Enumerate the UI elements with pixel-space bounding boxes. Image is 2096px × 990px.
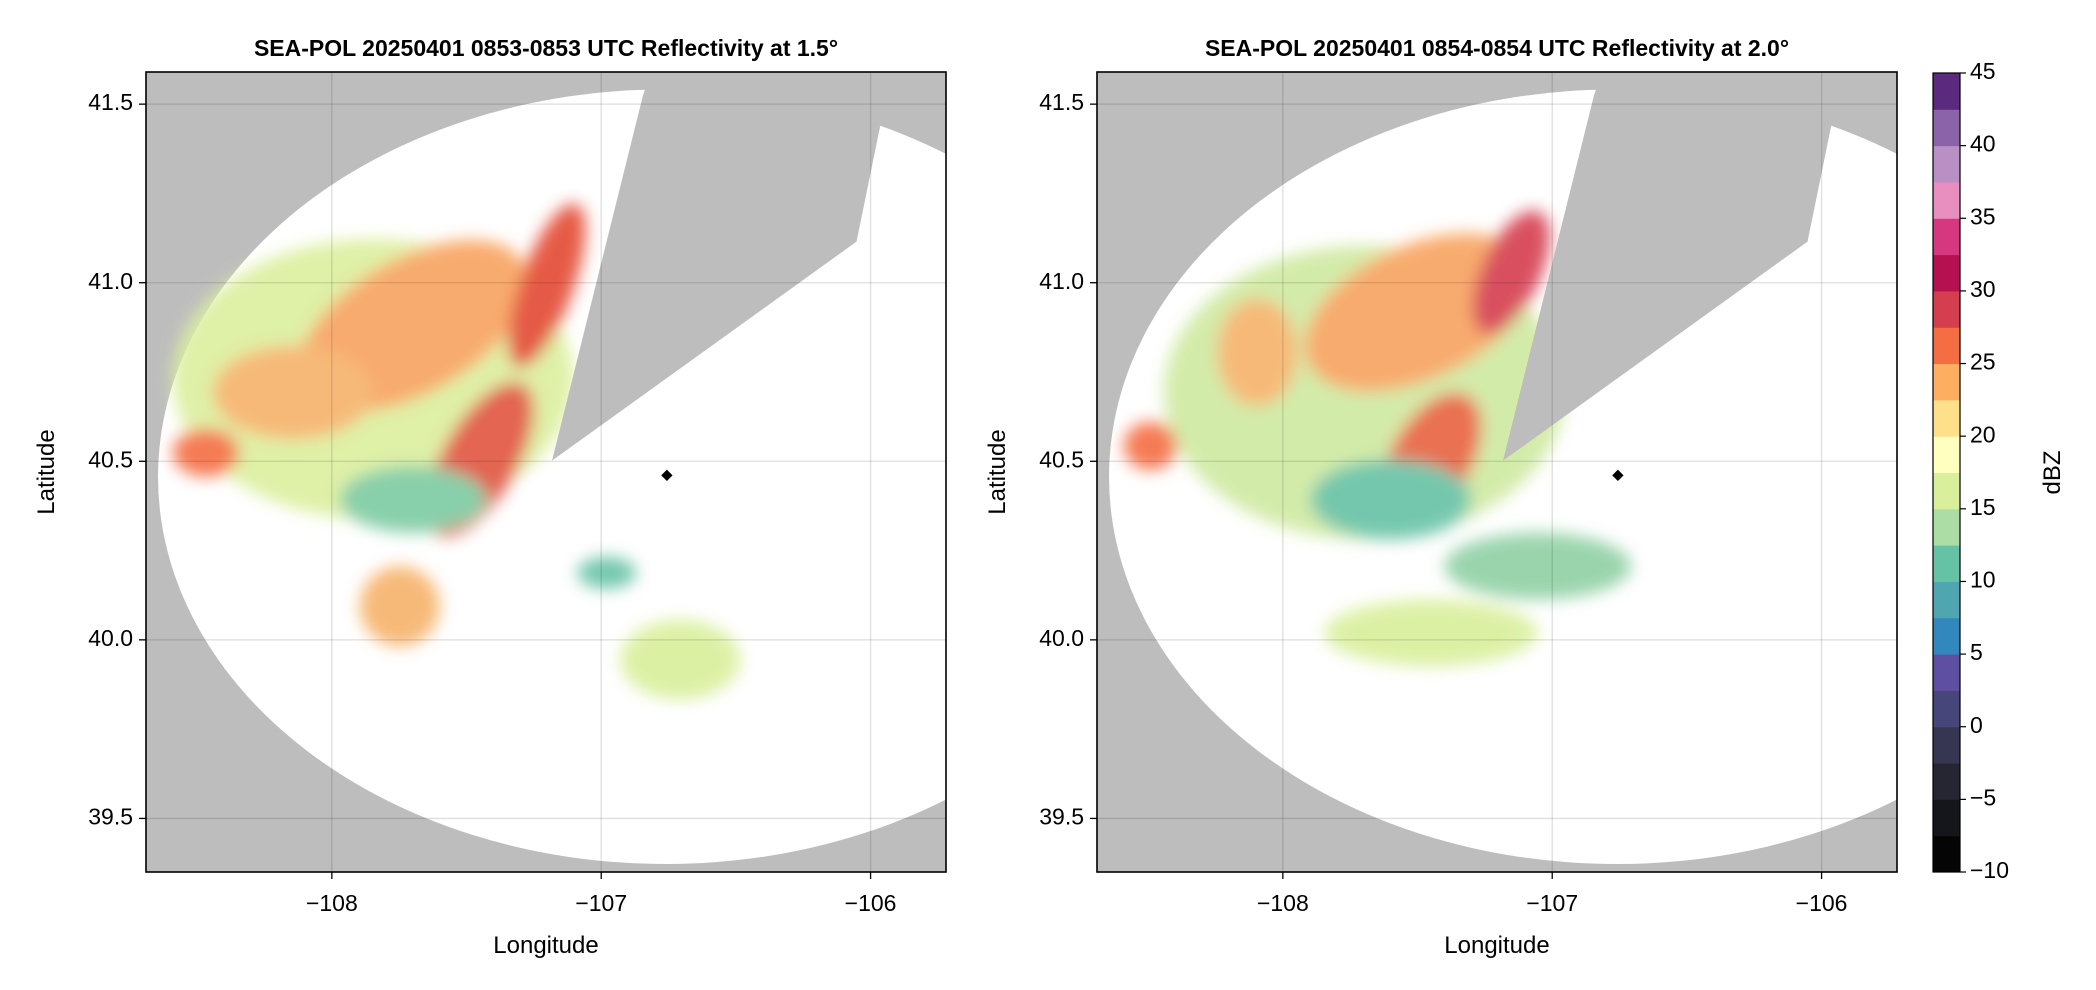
x-tick-label: −107 bbox=[1526, 890, 1578, 916]
colorbar-tick-label: −5 bbox=[1970, 784, 1996, 810]
colorbar-band bbox=[1933, 654, 1960, 691]
y-tick-label: 39.5 bbox=[1039, 804, 1084, 830]
colorbar-tick-label: −10 bbox=[1970, 857, 2009, 883]
colorbar-band bbox=[1933, 218, 1960, 256]
x-tick-label: −107 bbox=[575, 890, 627, 916]
colorbar-band bbox=[1933, 799, 1960, 837]
colorbar-tick-label: 40 bbox=[1970, 131, 1996, 157]
chart-title: SEA-POL 20250401 0853-0853 UTC Reflectiv… bbox=[254, 35, 838, 61]
colorbar-band bbox=[1933, 472, 1960, 510]
colorbar-band bbox=[1933, 763, 1960, 800]
colorbar-band bbox=[1933, 617, 1960, 655]
radar-field bbox=[146, 72, 947, 873]
plot-frame bbox=[145, 71, 947, 873]
colorbar-band bbox=[1933, 145, 1960, 183]
colorbar-tick-label: 45 bbox=[1970, 58, 1996, 84]
colorbar-band bbox=[1933, 290, 1960, 328]
colorbar-band bbox=[1933, 726, 1960, 764]
colorbar-band bbox=[1933, 399, 1960, 437]
y-tick-label: 40.5 bbox=[88, 446, 133, 472]
colorbar-band bbox=[1933, 545, 1960, 582]
y-tick-label: 40.0 bbox=[1039, 625, 1084, 651]
colorbar-band bbox=[1933, 581, 1960, 619]
colorbar-band bbox=[1933, 436, 1960, 473]
colorbar-band bbox=[1933, 690, 1960, 728]
colorbar-tick-label: 35 bbox=[1970, 203, 1996, 229]
colorbar-band bbox=[1933, 109, 1960, 147]
x-axis-label: Longitude bbox=[493, 932, 598, 959]
x-tick-label: −106 bbox=[1796, 890, 1848, 916]
x-tick-label: −106 bbox=[845, 890, 897, 916]
colorbar-tick-label: 0 bbox=[1970, 712, 1983, 738]
y-tick-label: 41.5 bbox=[88, 89, 133, 115]
colorbar-frame bbox=[1932, 72, 1961, 873]
colorbar-band bbox=[1933, 363, 1960, 401]
colorbar-tick-label: 25 bbox=[1970, 349, 1996, 375]
y-tick-label: 40.0 bbox=[88, 625, 133, 651]
y-tick-label: 39.5 bbox=[88, 804, 133, 830]
y-axis-label: Latitude bbox=[33, 429, 60, 514]
y-tick-label: 41.0 bbox=[1039, 268, 1084, 294]
radar-field bbox=[1097, 72, 1898, 873]
colorbar-band bbox=[1933, 181, 1960, 219]
colorbar-tick-label: 10 bbox=[1970, 567, 1996, 593]
colorbar-band bbox=[1933, 73, 1960, 110]
colorbar-tick-label: 30 bbox=[1970, 276, 1996, 302]
y-axis-label: Latitude bbox=[984, 429, 1011, 514]
colorbar-band bbox=[1933, 327, 1960, 365]
chart-title: SEA-POL 20250401 0854-0854 UTC Reflectiv… bbox=[1205, 35, 1789, 61]
y-tick-label: 41.5 bbox=[1039, 89, 1084, 115]
colorbar-band bbox=[1933, 508, 1960, 546]
x-tick-label: −108 bbox=[306, 890, 358, 916]
colorbar-tick-label: 20 bbox=[1970, 421, 1996, 447]
colorbar-band bbox=[1933, 835, 1960, 873]
y-tick-label: 40.5 bbox=[1039, 446, 1084, 472]
colorbar-tick-label: 15 bbox=[1970, 494, 1996, 520]
colorbar-label: dBZ bbox=[2039, 450, 2066, 494]
colorbar-band bbox=[1933, 254, 1960, 292]
x-tick-label: −108 bbox=[1257, 890, 1309, 916]
plot-frame bbox=[1096, 71, 1898, 873]
colorbar-tick-label: 5 bbox=[1970, 639, 1983, 665]
y-tick-label: 41.0 bbox=[88, 268, 133, 294]
x-axis-label: Longitude bbox=[1444, 932, 1549, 959]
